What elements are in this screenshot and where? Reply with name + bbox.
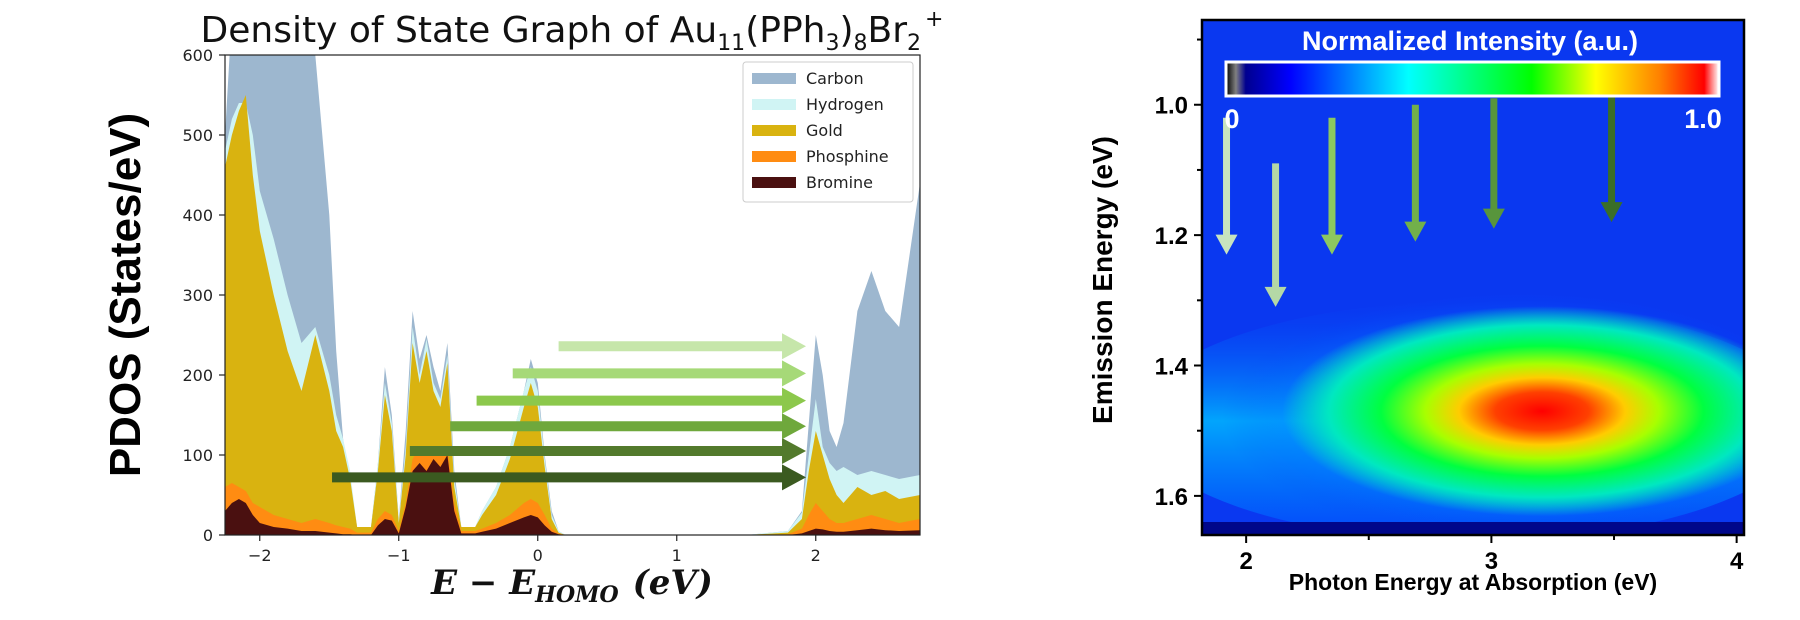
heatmap-x-tick-label: 3: [1485, 548, 1498, 575]
heatmap-arrow-head: [1320, 234, 1343, 255]
colorbar-max-label: 1.0: [1684, 104, 1722, 134]
pdos-y-tick-label: 500: [182, 126, 213, 145]
heatmap-hotspot: [1282, 306, 1744, 517]
legend-items: Carbon Hydrogen Gold Phosphine Bromine: [752, 69, 889, 192]
pdos-arrow-head: [782, 438, 807, 464]
emission-heatmap-chart: Normalized Intensity (a.u.) 0 1.0 2 3 4 1.…: [1087, 18, 1746, 595]
heatmap-x-tick-label: 4: [1730, 548, 1744, 575]
pdos-areas: [225, 55, 920, 535]
legend-label-bromine: Bromine: [806, 173, 873, 192]
pdos-arrow-head: [782, 333, 807, 360]
colorbar: [1224, 60, 1721, 98]
heatmap-arrow-head: [1482, 208, 1505, 229]
pdos-arrows: [332, 333, 807, 491]
pdos-arrow-head: [782, 387, 807, 414]
legend-swatch-gold: [752, 125, 796, 136]
pdos-y-tick-label: 0: [203, 526, 213, 545]
heatmap-y-tick-label: 1.6: [1155, 484, 1188, 511]
pdos-y-tick-label: 200: [182, 366, 213, 385]
heatmap-arrows: [1215, 85, 1623, 307]
pdos-x-label: E − EHOMO (eV): [430, 563, 713, 608]
pdos-x-tick-label: −1: [387, 546, 411, 565]
pdos-y-label: PDOS (States/eV): [101, 113, 150, 477]
heatmap-y-label: Emission Energy (eV): [1087, 136, 1118, 424]
pdos-y-tick-label: 400: [182, 206, 213, 225]
pdos-x-tick-label: 1: [672, 546, 682, 565]
area-phosphine: [225, 447, 920, 535]
heatmap-x-label: Photon Energy at Absorption (eV): [1289, 569, 1657, 595]
legend-label-hydrogen: Hydrogen: [806, 95, 884, 114]
pdos-arrow-head: [782, 360, 807, 387]
area-gold: [225, 95, 920, 535]
heatmap-y-tick-label: 1.0: [1155, 93, 1188, 120]
legend-label-carbon: Carbon: [806, 69, 864, 88]
heatmap-arrow-head: [1215, 234, 1238, 255]
legend-swatch-hydrogen: [752, 99, 796, 110]
pdos-x-tick-label: 2: [811, 546, 821, 565]
heatmap-y-ticks: 1.0 1.2 1.4 1.6: [1155, 38, 1202, 511]
heatmap-arrow-head: [1404, 221, 1427, 242]
pdos-y-tick-label: 300: [182, 286, 213, 305]
heatmap-frame: [1200, 18, 1746, 537]
pdos-x-ticks: −2 −1 0 1 2: [248, 535, 821, 565]
pdos-y-tick-label: 600: [182, 46, 213, 65]
legend-swatch-bromine: [752, 177, 796, 188]
pdos-y-tick-label: 100: [182, 446, 213, 465]
heatmap-arrow-head: [1264, 286, 1287, 307]
pdos-x-tick-label: 0: [533, 546, 543, 565]
legend-swatch-phosphine: [752, 151, 796, 162]
legend-frame: [742, 61, 914, 203]
legend-label-gold: Gold: [806, 121, 843, 140]
pdos-arrow-head: [782, 464, 807, 491]
pdos-legend: Carbon Hydrogen Gold Phosphine Bromine: [742, 61, 914, 203]
legend-label-phosphine: Phosphine: [806, 147, 889, 166]
pdos-title: Density of State Graph of Au11(PPh3)8Br2…: [201, 7, 944, 56]
heatmap-x-tick-label: 2: [1239, 548, 1252, 575]
colorbar-title: Normalized Intensity (a.u.): [1302, 26, 1638, 56]
legend-swatch-carbon: [752, 73, 796, 84]
pdos-y-ticks: 0 100 200 300 400 500 600: [182, 46, 225, 545]
pdos-x-tick-label: −2: [248, 546, 272, 565]
pdos-arrow-head: [782, 413, 807, 440]
pdos-chart: Density of State Graph of Au11(PPh3)8Br2…: [101, 7, 944, 608]
heatmap-image: [1202, 20, 1744, 535]
heatmap-y-tick-label: 1.4: [1155, 354, 1189, 381]
heatmap-bottom-band: [1202, 522, 1744, 535]
colorbar-min-label: 0: [1224, 104, 1239, 134]
heatmap-x-ticks: 2 3 4: [1239, 535, 1744, 575]
heatmap-y-tick-label: 1.2: [1155, 223, 1188, 250]
heatmap-arrow-head: [1600, 202, 1623, 223]
